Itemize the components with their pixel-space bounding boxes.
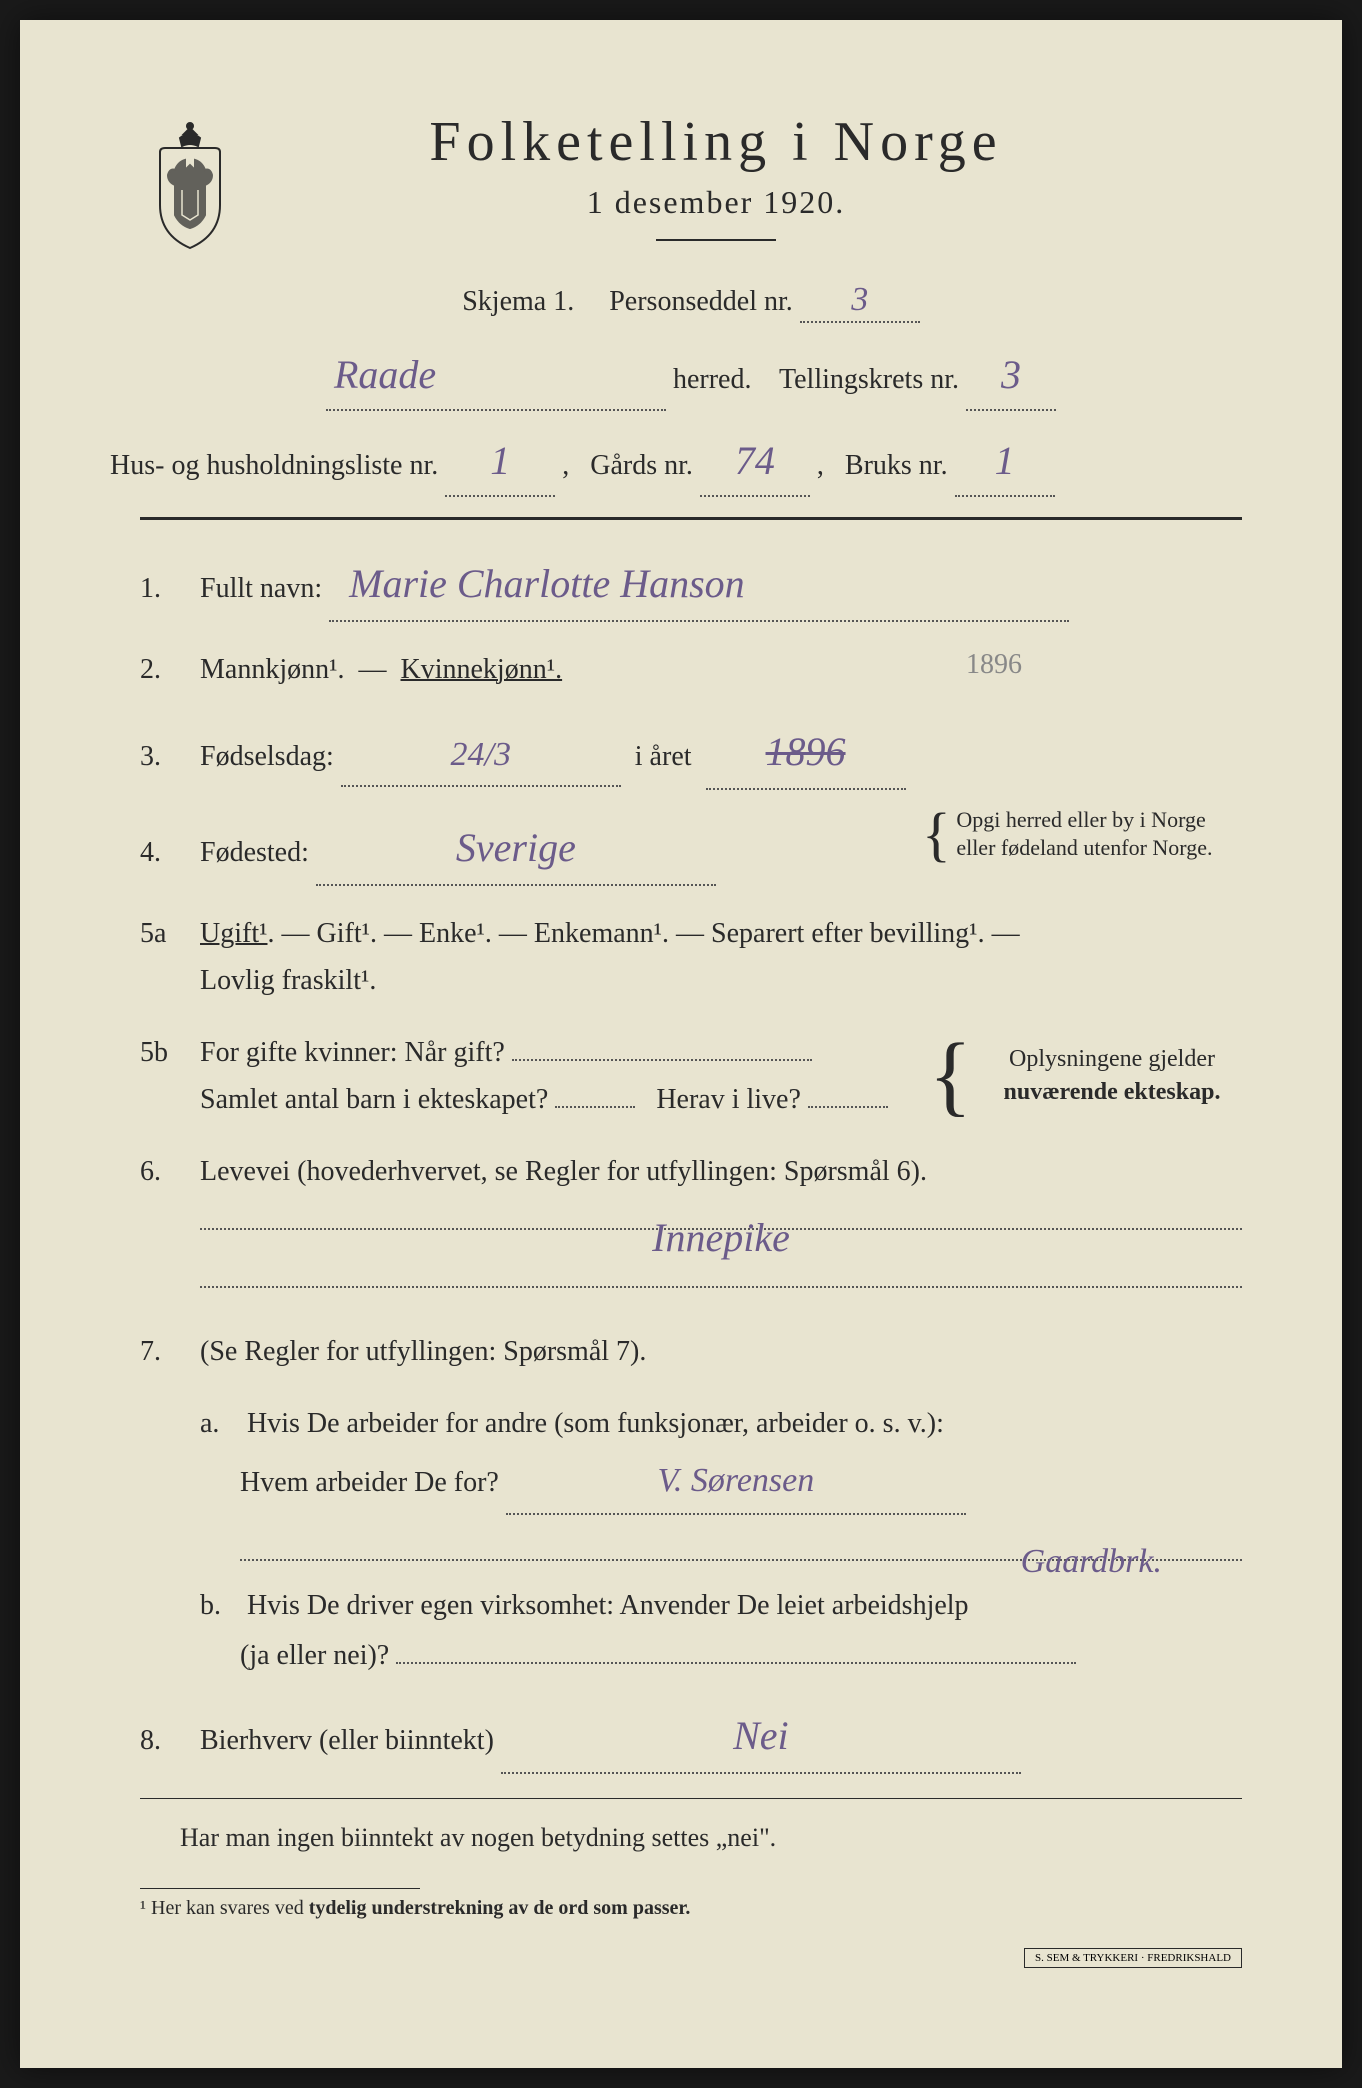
q5b: 5b For gifte kvinner: Når gift? Samlet a… <box>140 1029 1242 1124</box>
q1-num: 1. <box>140 565 200 613</box>
q2: 2. Mannkjønn¹. — Kvinnekjønn¹. 1896 <box>140 646 1242 694</box>
tellingskrets-label: Tellingskrets nr. <box>779 364 959 395</box>
header: Folketelling i Norge 1 desember 1920. <box>140 110 1242 271</box>
q7b: b. Hvis De driver egen virksomhet: Anven… <box>200 1581 1242 1682</box>
q5b-num: 5b <box>140 1029 200 1077</box>
q2-num: 2. <box>140 646 200 694</box>
q2-kvinne: Kvinnekjønn¹. <box>401 654 563 685</box>
form-meta-line-2: Raade herred. Tellingskrets nr. 3 <box>140 343 1242 411</box>
footer-note: Har man ingen biinntekt av nogen betydni… <box>180 1817 1242 1859</box>
q3-num: 3. <box>140 733 200 781</box>
q7a-label: Hvis De arbeider for andre (som funksjon… <box>247 1408 944 1439</box>
q4-side-note: Opgi herred eller by i Norge eller fødel… <box>956 806 1216 863</box>
tellingskrets-nr: 3 <box>1001 352 1021 397</box>
brace-icon: { <box>919 1031 982 1121</box>
q7a-value1: V. Sørensen <box>657 1462 814 1499</box>
husliste-nr: 1 <box>490 438 510 483</box>
q5b-label1: For gifte kvinner: Når gift? <box>200 1037 505 1068</box>
form-meta-line-1: Skjema 1. Personseddel nr. 3 <box>140 281 1242 323</box>
q2-mann: Mannkjønn¹. <box>200 654 345 685</box>
personseddel-nr: 3 <box>851 281 868 318</box>
q7a: a. Hvis De arbeider for andre (som funks… <box>200 1399 1242 1561</box>
q5a-line2: Lovlig fraskilt¹. <box>200 965 376 996</box>
gards-nr: 74 <box>735 438 775 483</box>
q7-label: (Se Regler for utfyllingen: Spørsmål 7). <box>200 1328 1242 1376</box>
q4-num: 4. <box>140 829 200 877</box>
printer-mark: S. SEM & TRYKKERI · FREDRIKSHALD <box>1024 1948 1242 1968</box>
q8-value: Nei <box>733 1713 789 1758</box>
q7-num: 7. <box>140 1328 200 1376</box>
q4-label: Fødested: <box>200 837 309 868</box>
q5a-options: Ugift¹. — Gift¹. — Enke¹. — Enkemann¹. —… <box>200 918 1020 949</box>
footer-divider-1 <box>140 1798 1242 1799</box>
q7b-q: (ja eller nei)? <box>240 1640 389 1671</box>
q3-day: 24/3 <box>451 736 511 773</box>
q1: 1. Fullt navn: Marie Charlotte Hanson <box>140 550 1242 622</box>
main-title: Folketelling i Norge <box>270 110 1162 174</box>
husliste-label: Hus- og husholdningsliste nr. <box>110 450 438 481</box>
subtitle: 1 desember 1920. <box>270 184 1162 221</box>
q3: 3. Fødselsdag: 24/3 i året 1896 <box>140 718 1242 790</box>
q1-value: Marie Charlotte Hanson <box>349 561 745 606</box>
q5b-side-note: Oplysningene gjelder nuværende ekteskap. <box>982 1043 1242 1110</box>
q4: 4. Fødested: Sverige { Opgi herred eller… <box>140 814 1242 886</box>
q5b-label2: Samlet antal barn i ekteskapet? <box>200 1084 548 1115</box>
q5b-label3: Herav i live? <box>656 1084 801 1115</box>
q6-label: Levevei (hovederhvervet, se Regler for u… <box>200 1156 927 1187</box>
q1-label: Fullt navn: <box>200 573 322 604</box>
q7a-q: Hvem arbeider De for? <box>240 1467 499 1498</box>
personseddel-label: Personseddel nr. <box>609 286 793 317</box>
q4-value: Sverige <box>456 825 576 870</box>
pencil-year: 1896 <box>966 641 1022 689</box>
q3-year: 1896 <box>766 729 846 774</box>
q3-year-label: i året <box>635 741 692 772</box>
census-form-page: Folketelling i Norge 1 desember 1920. Sk… <box>20 20 1342 2068</box>
q5a-num: 5a <box>140 910 200 958</box>
q6-num: 6. <box>140 1148 200 1196</box>
title-divider <box>656 239 776 241</box>
coat-of-arms-icon <box>140 120 240 250</box>
q7a-value2: Gaardbrk. <box>1021 1543 1162 1580</box>
q6-value: Innepike <box>652 1215 790 1260</box>
q8-num: 8. <box>140 1717 200 1765</box>
herred-label: herred. <box>673 364 752 395</box>
bruks-nr: 1 <box>995 438 1015 483</box>
q8: 8. Bierhverv (eller biinntekt) Nei <box>140 1702 1242 1774</box>
footnote: ¹ Her kan svares ved tydelig understrekn… <box>140 1888 1242 1920</box>
q7: 7. (Se Regler for utfyllingen: Spørsmål … <box>140 1328 1242 1376</box>
bruks-label: Bruks nr. <box>845 450 948 481</box>
gards-label: Gårds nr. <box>590 450 693 481</box>
form-meta-line-3: Hus- og husholdningsliste nr. 1 , Gårds … <box>110 429 1242 497</box>
q3-label: Fødselsdag: <box>200 741 334 772</box>
section-divider <box>140 517 1242 520</box>
q7b-label: Hvis De driver egen virksomhet: Anvender… <box>247 1590 969 1621</box>
herred-value: Raade <box>334 352 436 397</box>
q8-label: Bierhverv (eller biinntekt) <box>200 1725 494 1756</box>
skjema-label: Skjema 1. <box>462 286 574 317</box>
title-block: Folketelling i Norge 1 desember 1920. <box>270 110 1242 271</box>
q5a: 5a Ugift¹. — Gift¹. — Enke¹. — Enkemann¹… <box>140 910 1242 1005</box>
q6: 6. Levevei (hovederhvervet, se Regler fo… <box>140 1148 1242 1288</box>
